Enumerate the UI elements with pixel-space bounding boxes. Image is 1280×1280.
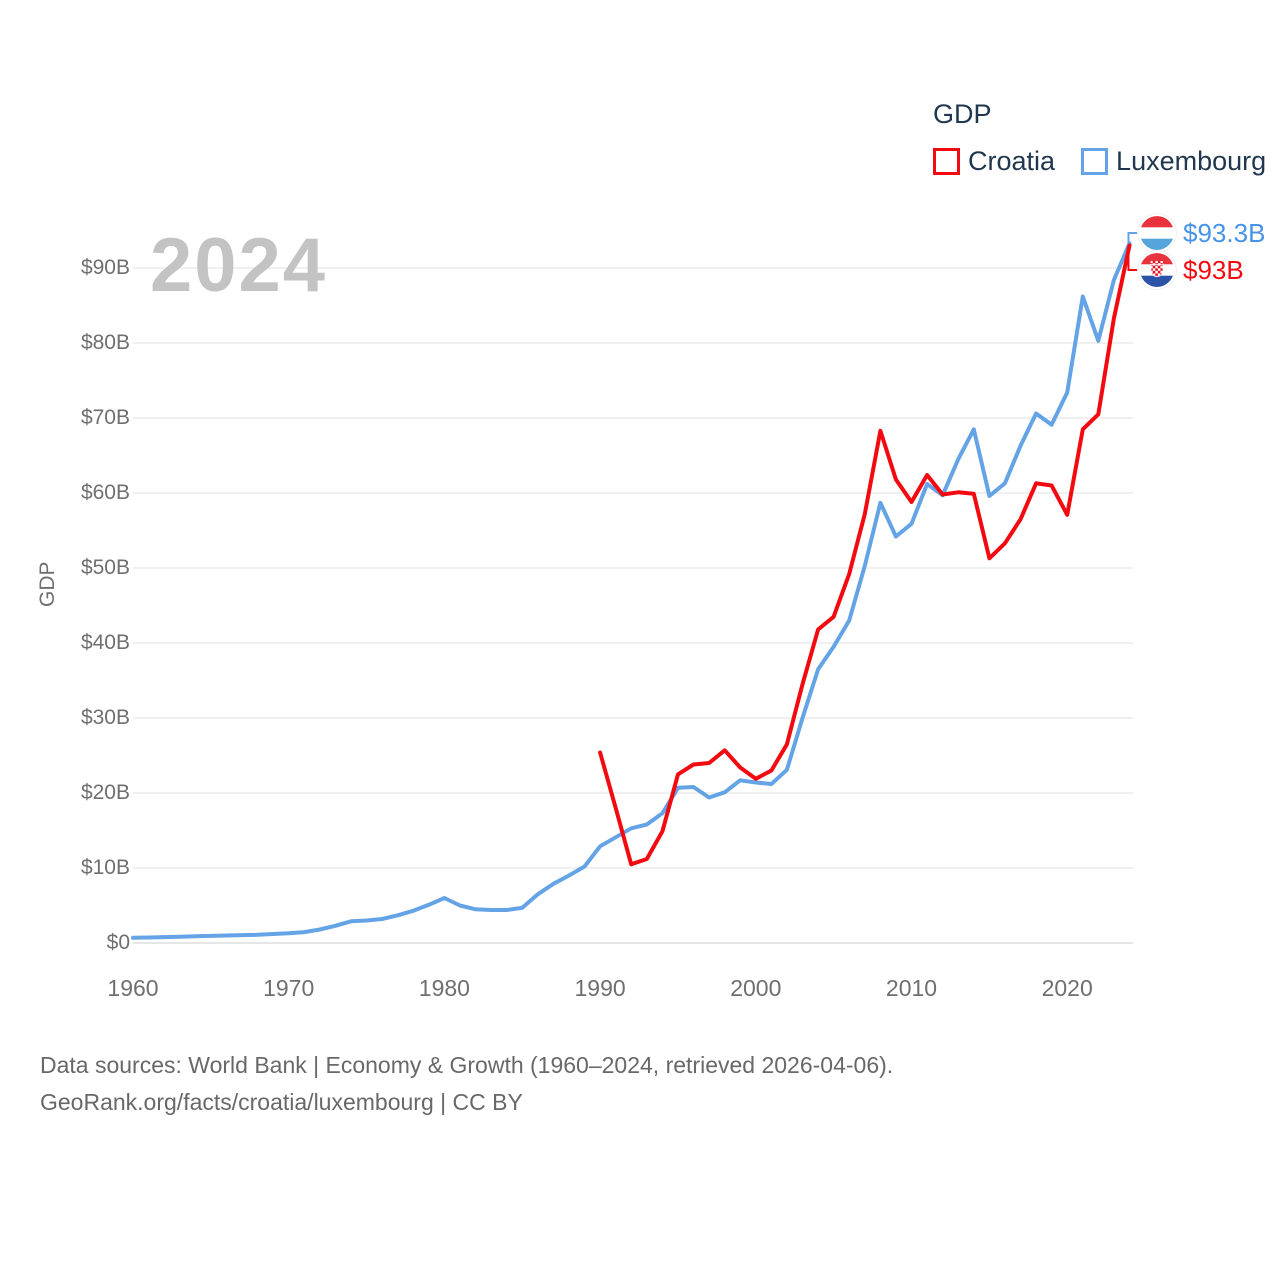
legend-label-luxembourg: Luxembourg — [1116, 146, 1267, 176]
legend-items: Croatia Luxembourg — [933, 146, 1266, 177]
y-tick-label: $10B — [80, 856, 130, 879]
croatia-line[interactable] — [598, 243, 1132, 867]
x-tick-label: 2010 — [885, 975, 938, 1001]
x-tick-label: 1980 — [418, 975, 470, 1001]
y-tick-label: $60B — [80, 481, 130, 504]
connector-line — [1127, 232, 1139, 244]
x-tick-label: 1990 — [574, 975, 626, 1001]
legend-label-croatia: Croatia — [968, 146, 1056, 176]
croatia-swatch-icon — [933, 148, 960, 175]
x-tick-label: 2020 — [1041, 975, 1093, 1001]
footer-sources: Data sources: World Bank | Economy & Gro… — [40, 1052, 894, 1078]
luxembourg-line[interactable] — [131, 241, 1132, 940]
x-tick-label: 2000 — [730, 975, 782, 1001]
y-tick-label: $90B — [80, 256, 130, 279]
y-tick-label: $80B — [80, 331, 130, 354]
series-lines — [131, 241, 1132, 940]
footer-attribution: GeoRank.org/facts/croatia/luxembourg | C… — [40, 1089, 523, 1115]
luxembourg-flag-icon — [1140, 216, 1174, 250]
end-label-luxembourg: $93.3B — [1140, 216, 1265, 250]
x-tick-label: 1960 — [107, 975, 159, 1001]
y-tick-label: $0 — [106, 931, 130, 954]
connector-line — [1127, 245, 1139, 271]
footer: Data sources: World Bank | Economy & Gro… — [40, 1047, 893, 1121]
end-label-connectors — [1127, 232, 1139, 271]
luxembourg-end-value: $93.3B — [1183, 217, 1266, 248]
croatia-end-value: $93B — [1183, 254, 1244, 285]
croatia-flag-icon — [1140, 253, 1174, 287]
y-tick-label: $20B — [80, 781, 130, 804]
y-tick-label: $70B — [80, 406, 130, 429]
watermark-year: 2024 — [150, 223, 328, 308]
legend: GDP Croatia Luxembourg — [933, 99, 1266, 177]
x-tick-label: 1970 — [263, 975, 315, 1001]
y-tick-label: $30B — [80, 706, 130, 729]
y-tick-label: $40B — [80, 631, 130, 654]
legend-item-luxembourg[interactable]: Luxembourg — [1081, 146, 1266, 177]
y-tick-label: $50B — [80, 556, 130, 579]
luxembourg-swatch-icon — [1081, 148, 1109, 175]
legend-item-croatia[interactable]: Croatia — [933, 146, 1055, 177]
legend-title: GDP — [933, 99, 992, 129]
gridlines — [133, 267, 1133, 944]
end-label-croatia: $93B — [1140, 253, 1244, 287]
